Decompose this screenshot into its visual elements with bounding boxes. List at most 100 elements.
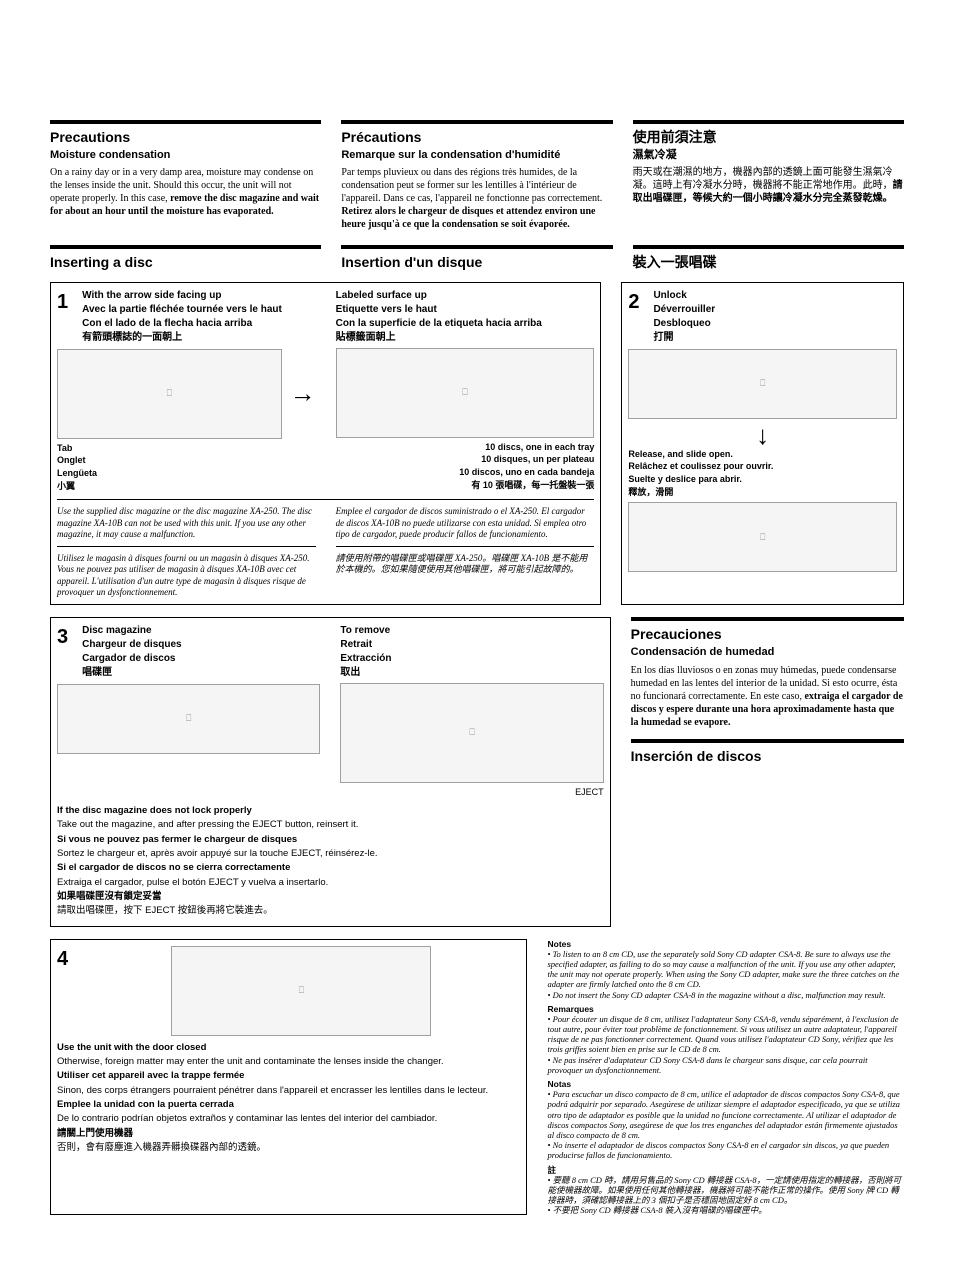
inserting-fr-col: Insertion d'un disque bbox=[341, 245, 612, 273]
step-1-box: 1 With the arrow side facing up Avec la … bbox=[50, 282, 601, 606]
lock-title-es: Si el cargador de discos no se cierra co… bbox=[57, 862, 604, 874]
mag-zh: 唱碟匣 bbox=[82, 666, 181, 679]
s4-body-es: De lo contrario podrían objetos extraños… bbox=[57, 1113, 520, 1125]
inserting-zh: 裝入一張唱碟 bbox=[633, 253, 904, 271]
release-es: Suelte y deslice para abrir. bbox=[628, 474, 897, 486]
text: 不要把 Sony CD 轉接器 CSA-8 裝入沒有唱碟的唱碟匣中。 bbox=[553, 1205, 767, 1215]
note-left: Use the supplied disc magazine or the di… bbox=[57, 506, 316, 598]
labeled-fr: Etiquette vers le haut bbox=[336, 303, 595, 316]
step1-labels: With the arrow side facing up Avec la pa… bbox=[82, 289, 282, 345]
rule bbox=[633, 245, 904, 249]
rule bbox=[631, 739, 904, 743]
insercion-title: Inserción de discos bbox=[631, 747, 904, 765]
step3-row: 3 Disc magazine Chargeur de disques Carg… bbox=[50, 617, 904, 926]
note-en2: • Do not insert the Sony CD adapter CSA-… bbox=[547, 990, 904, 1000]
s4-title-zh: 請關上門使用機器 bbox=[57, 1128, 520, 1140]
text: Pour écouter un disque de 8 cm, utilisez… bbox=[547, 1014, 898, 1055]
note-fr: Utilisez le magasin à disques fourni ou … bbox=[57, 553, 316, 598]
discs-fr: 10 disques, un per plateau bbox=[336, 454, 595, 466]
label-zh: 有箭頭標誌的一面朝上 bbox=[82, 331, 282, 344]
mag-es: Cargador de discos bbox=[82, 652, 181, 665]
magazine-labels: Disc magazine Chargeur de disques Cargad… bbox=[82, 624, 181, 680]
zh-subtitle: 濕氣冷凝 bbox=[633, 148, 904, 162]
unlock-es: Desbloqueo bbox=[653, 317, 715, 330]
text: No inserte el adaptador de discos compac… bbox=[547, 1140, 889, 1160]
remove-es: Extracción bbox=[340, 652, 603, 665]
rule bbox=[631, 617, 904, 621]
remove-labels: To remove Retrait Extracción 取出 bbox=[340, 624, 603, 679]
unit-illustration-open: ⎕ bbox=[628, 502, 897, 572]
s4-title-en: Use the unit with the door closed bbox=[57, 1042, 520, 1054]
eject-label: EJECT bbox=[340, 787, 603, 799]
step1-right: Labeled surface up Etiquette vers le hau… bbox=[336, 289, 595, 494]
divider bbox=[57, 499, 594, 500]
text: 要聽 8 cm CD 時，請用另售品的 Sony CD 轉接器 CSA-8，一定… bbox=[547, 1175, 901, 1205]
lock-title-fr: Si vous ne pouvez pas fermer le chargeur… bbox=[57, 834, 604, 846]
label-es: Con el lado de la flecha hacia arriba bbox=[82, 317, 282, 330]
text: Do not insert the Sony CD adapter CSA-8 … bbox=[553, 990, 886, 1000]
rule bbox=[633, 120, 904, 124]
unlock-fr: Déverrouiller bbox=[653, 303, 715, 316]
labeled-zh: 貼標籤面朝上 bbox=[336, 331, 595, 344]
release-en: Release, and slide open. bbox=[628, 449, 897, 461]
tab-zh: 小翼 bbox=[57, 481, 316, 493]
note-es1: • Para escuchar un disco compacto de 8 c… bbox=[547, 1089, 904, 1140]
step1-left: 1 With the arrow side facing up Avec la … bbox=[57, 289, 316, 494]
inserting-fr: Insertion d'un disque bbox=[341, 253, 612, 271]
text: Par temps pluvieux ou dans des régions t… bbox=[341, 167, 602, 204]
rule bbox=[341, 120, 612, 124]
precautions-en: Precautions Moisture condensation On a r… bbox=[50, 120, 321, 233]
s4-body-fr: Sinon, des corps étrangers pourraient pé… bbox=[57, 1085, 520, 1097]
release-fr: Relâchez et coulissez pour ouvrir. bbox=[628, 461, 897, 473]
magazine-illustration: ⎕ bbox=[57, 349, 282, 439]
labeled-en: Labeled surface up bbox=[336, 289, 595, 302]
fr-subtitle: Remarque sur la condensation d'humidité bbox=[341, 148, 612, 162]
label-fr: Avec la partie fléchée tournée vers le h… bbox=[82, 303, 282, 316]
step3-right: To remove Retrait Extracción 取出 ⎕ EJECT bbox=[340, 624, 603, 799]
lock-title-zh: 如果唱碟匣沒有鎖定妥當 bbox=[57, 891, 604, 903]
text: 雨天或在潮濕的地方，機器內部的透鏡上面可能發生濕氣冷凝。這時上有冷凝水分時，機器… bbox=[633, 167, 893, 191]
remove-fr: Retrait bbox=[340, 638, 603, 651]
s4-body-zh: 否則，會有廢塵進入機器弄髒換碟器內部的透鏡。 bbox=[57, 1142, 520, 1154]
mag-en: Disc magazine bbox=[82, 624, 181, 637]
precautions-zh: 使用前須注意 濕氣冷凝 雨天或在潮濕的地方，機器內部的透鏡上面可能發生濕氣冷凝。… bbox=[633, 120, 904, 233]
mag-fr: Chargeur de disques bbox=[82, 638, 181, 651]
precauciones-col: Precauciones Condensación de humedad En … bbox=[631, 617, 904, 926]
notes-zh-title: 註 bbox=[547, 1165, 904, 1175]
step1-illus-row: ⎕ → bbox=[57, 345, 316, 443]
en-title: Precautions bbox=[50, 128, 321, 146]
step1-upper: 1 With the arrow side facing up Avec la … bbox=[57, 289, 594, 494]
lock-body-zh: 請取出唱碟匣，按下 EJECT 按鈕後再將它裝進去。 bbox=[57, 905, 604, 917]
step-number-1: 1 bbox=[57, 289, 68, 315]
lock-body-fr: Sortez le chargeur et, après avoir appuy… bbox=[57, 848, 604, 860]
note-es: Emplee el cargador de discos suministrad… bbox=[336, 506, 595, 540]
step4-header: 4 ⎕ bbox=[57, 946, 520, 1036]
note-fr2: • Ne pas insérer d'adaptateur CD Sony CS… bbox=[547, 1055, 904, 1075]
tab-fr: Onglet bbox=[57, 455, 316, 467]
step-3-box: 3 Disc magazine Chargeur de disques Carg… bbox=[50, 617, 611, 926]
unlock-labels: Unlock Déverrouiller Desbloqueo 打開 bbox=[653, 289, 715, 345]
tab-labels: Tab Onglet Lengüeta 小翼 bbox=[57, 443, 316, 493]
lock-title-en: If the disc magazine does not lock prope… bbox=[57, 805, 604, 817]
precautions-row: Precautions Moisture condensation On a r… bbox=[50, 120, 904, 233]
remove-en: To remove bbox=[340, 624, 603, 637]
arrow-down-icon: ↓ bbox=[628, 423, 897, 449]
step-number-4: 4 bbox=[57, 946, 68, 972]
fr-title: Précautions bbox=[341, 128, 612, 146]
labeled-surface: Labeled surface up Etiquette vers le hau… bbox=[336, 289, 595, 344]
tray-illustration: ⎕ bbox=[336, 348, 595, 438]
step-4-box: 4 ⎕ Use the unit with the door closed Ot… bbox=[50, 939, 527, 1216]
note-zh1: • 要聽 8 cm CD 時，請用另售品的 Sony CD 轉接器 CSA-8，… bbox=[547, 1175, 904, 1206]
unlock-zh: 打開 bbox=[653, 331, 715, 344]
discs-zh: 有 10 張唱碟，每一托盤裝一張 bbox=[336, 480, 595, 492]
unlock-en: Unlock bbox=[653, 289, 715, 302]
rule bbox=[50, 245, 321, 249]
insert-illustration: ⎕ bbox=[57, 684, 320, 754]
notes-column: Notes • To listen to an 8 cm CD, use the… bbox=[547, 939, 904, 1216]
note-es2: • No inserte el adaptador de discos comp… bbox=[547, 1140, 904, 1160]
en-subtitle: Moisture condensation bbox=[50, 148, 321, 162]
step-number-3: 3 bbox=[57, 624, 68, 650]
note-en: Use the supplied disc magazine or the di… bbox=[57, 506, 316, 540]
divider bbox=[336, 546, 595, 547]
s4-body-en: Otherwise, foreign matter may enter the … bbox=[57, 1056, 520, 1068]
